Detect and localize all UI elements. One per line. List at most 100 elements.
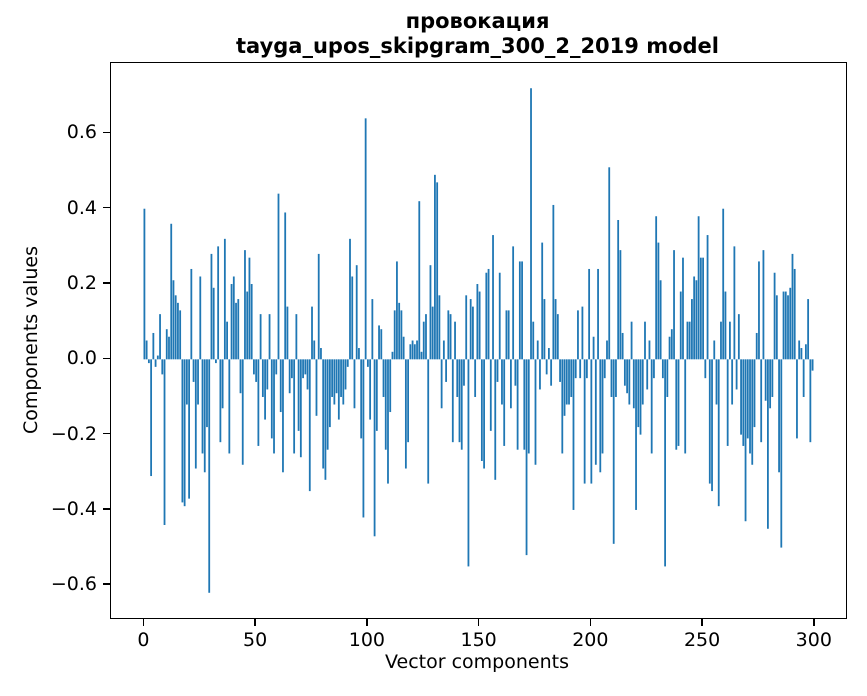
bar — [561, 359, 564, 454]
bar — [320, 348, 322, 360]
bar — [215, 359, 217, 364]
bar — [804, 344, 807, 360]
bar — [449, 314, 452, 360]
bar — [143, 208, 146, 360]
bar — [400, 310, 403, 360]
bar — [655, 216, 658, 360]
bar — [758, 261, 760, 360]
bar — [554, 299, 557, 360]
bar — [697, 216, 700, 360]
bar — [378, 325, 380, 360]
bar — [606, 340, 608, 360]
bar — [344, 359, 347, 390]
bar — [371, 299, 374, 360]
x-tick — [142, 618, 145, 626]
bar — [322, 359, 325, 469]
bar — [396, 261, 398, 360]
bar — [456, 359, 459, 397]
bar — [753, 359, 756, 428]
bar — [445, 359, 447, 382]
bar — [773, 272, 776, 360]
bar — [657, 242, 660, 360]
x-tick-label: 200 — [572, 629, 609, 651]
y-tick-label: 0.6 — [66, 121, 97, 144]
bar — [326, 359, 329, 450]
bar — [577, 310, 579, 360]
bar — [673, 250, 675, 360]
bar — [168, 336, 170, 360]
y-tick — [103, 583, 110, 585]
bar — [635, 359, 637, 510]
bar — [644, 321, 646, 360]
bar — [235, 302, 237, 360]
bar — [510, 359, 512, 409]
bar — [434, 174, 436, 360]
bar — [228, 359, 231, 454]
bar — [550, 359, 553, 386]
bar — [422, 321, 425, 360]
bar — [366, 359, 369, 367]
bar — [760, 359, 763, 443]
bar — [472, 306, 474, 360]
bar — [590, 359, 593, 484]
bar — [387, 359, 389, 484]
bar — [621, 332, 624, 360]
bar — [206, 359, 208, 428]
bar — [610, 359, 613, 397]
bar — [751, 359, 754, 465]
bar — [416, 340, 418, 360]
bar — [802, 359, 805, 397]
bar — [623, 359, 626, 386]
bar — [369, 359, 372, 420]
bar — [668, 336, 671, 360]
bar — [496, 359, 499, 382]
bar — [340, 359, 342, 397]
bar — [351, 276, 354, 360]
bar — [807, 299, 810, 360]
bar — [541, 242, 544, 360]
y-tick-label: −0.4 — [50, 497, 97, 520]
bar — [525, 359, 528, 556]
bar — [505, 310, 508, 360]
bar — [147, 359, 150, 364]
bar — [601, 359, 604, 454]
bar — [302, 359, 304, 379]
bar — [183, 359, 186, 507]
y-tick-label: −0.6 — [50, 573, 97, 596]
bar — [722, 208, 725, 360]
bar — [358, 348, 360, 360]
bar — [380, 329, 383, 360]
bar — [427, 359, 430, 484]
x-tick — [254, 618, 256, 626]
x-axis-label: Vector components — [385, 651, 569, 673]
bar — [328, 359, 331, 428]
bar — [291, 359, 293, 379]
bar — [293, 359, 296, 454]
bar — [556, 314, 559, 360]
bar — [192, 359, 195, 382]
bar — [425, 314, 427, 360]
bar — [447, 310, 450, 360]
bar — [145, 340, 148, 360]
bar — [628, 359, 631, 405]
bar — [212, 287, 215, 360]
bar — [331, 359, 334, 397]
bar — [467, 359, 470, 567]
bar — [670, 329, 673, 360]
bar — [702, 257, 704, 360]
bar — [315, 359, 318, 416]
bar — [720, 321, 722, 360]
bar — [780, 359, 783, 548]
bar — [208, 359, 211, 593]
bar — [637, 359, 640, 428]
bar — [516, 359, 519, 450]
bar — [239, 359, 242, 394]
bar — [253, 359, 255, 375]
bar — [489, 359, 492, 431]
bar — [737, 314, 740, 360]
bar — [185, 359, 188, 405]
bar — [619, 250, 622, 360]
bar — [691, 299, 693, 360]
bar — [246, 291, 249, 360]
bar — [170, 223, 173, 360]
